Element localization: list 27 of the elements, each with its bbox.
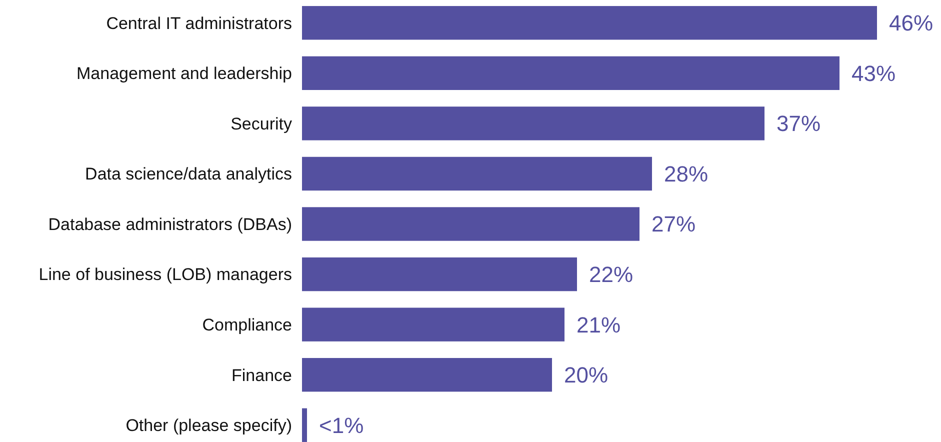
data-label: 22%	[589, 262, 634, 287]
y-tick-label: Finance	[232, 366, 292, 385]
bar	[302, 156, 652, 191]
data-label: 21%	[576, 312, 621, 338]
bar	[302, 56, 840, 90]
bar	[302, 207, 640, 241]
data-label: 43%	[852, 60, 896, 86]
data-label: 27%	[652, 212, 696, 237]
y-tick-label: Compliance	[202, 316, 292, 335]
data-label: 46%	[889, 10, 934, 36]
y-tick-label: Management and leadership	[76, 64, 292, 84]
y-tick-label: Other (please specify)	[126, 416, 292, 436]
y-tick-label: Central IT administrators	[106, 14, 292, 33]
bar	[302, 257, 577, 292]
data-label: <1%	[319, 412, 364, 438]
y-tick-label: Data science/data analytics	[85, 164, 292, 184]
data-label: 20%	[564, 362, 608, 388]
data-label: 37%	[776, 111, 821, 136]
bar	[302, 106, 764, 140]
bar	[302, 358, 552, 392]
data-label: 28%	[664, 161, 708, 186]
bar	[302, 6, 877, 40]
bar	[302, 308, 564, 342]
y-tick-label: Line of business (LOB) managers	[38, 265, 292, 284]
bar	[302, 408, 307, 442]
y-tick-label: Security	[230, 114, 292, 134]
y-tick-label: Database administrators (DBAs)	[48, 214, 292, 234]
